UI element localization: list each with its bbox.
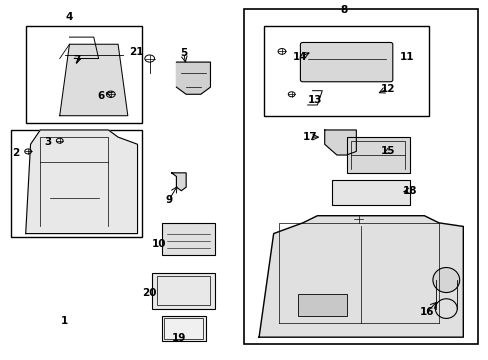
Text: 14: 14 — [292, 52, 307, 62]
Bar — [346, 137, 409, 173]
Bar — [297, 294, 346, 316]
Text: 2: 2 — [12, 148, 20, 158]
FancyBboxPatch shape — [300, 42, 392, 82]
Text: 16: 16 — [419, 307, 433, 317]
Text: 17: 17 — [302, 132, 317, 142]
Polygon shape — [176, 62, 210, 94]
Bar — [164, 318, 203, 339]
Text: 12: 12 — [380, 84, 394, 94]
Text: 4: 4 — [66, 13, 73, 22]
Bar — [264, 26, 428, 116]
Ellipse shape — [434, 299, 456, 319]
Text: 10: 10 — [152, 239, 166, 249]
Polygon shape — [60, 44, 127, 116]
Text: 18: 18 — [402, 186, 416, 196]
Text: 11: 11 — [399, 52, 414, 62]
Text: 6: 6 — [97, 91, 104, 101]
Bar — [331, 180, 409, 205]
Text: 3: 3 — [44, 138, 51, 148]
Polygon shape — [171, 173, 186, 191]
Ellipse shape — [432, 267, 459, 293]
Bar — [11, 130, 142, 237]
Bar — [152, 273, 215, 309]
Text: 21: 21 — [129, 47, 143, 57]
Polygon shape — [26, 130, 137, 234]
Polygon shape — [324, 130, 356, 155]
Text: 19: 19 — [171, 333, 185, 343]
Text: 7: 7 — [73, 55, 81, 65]
Bar — [162, 223, 215, 255]
Text: 5: 5 — [180, 48, 187, 58]
Polygon shape — [259, 216, 462, 337]
Bar — [26, 26, 142, 123]
Bar — [162, 316, 205, 341]
Text: 15: 15 — [380, 147, 394, 157]
Bar — [157, 276, 210, 305]
Text: 9: 9 — [165, 195, 172, 204]
Text: 8: 8 — [340, 5, 347, 15]
Bar — [244, 9, 477, 344]
Text: 13: 13 — [307, 95, 322, 105]
Text: 20: 20 — [142, 288, 157, 297]
Text: 1: 1 — [61, 316, 68, 326]
